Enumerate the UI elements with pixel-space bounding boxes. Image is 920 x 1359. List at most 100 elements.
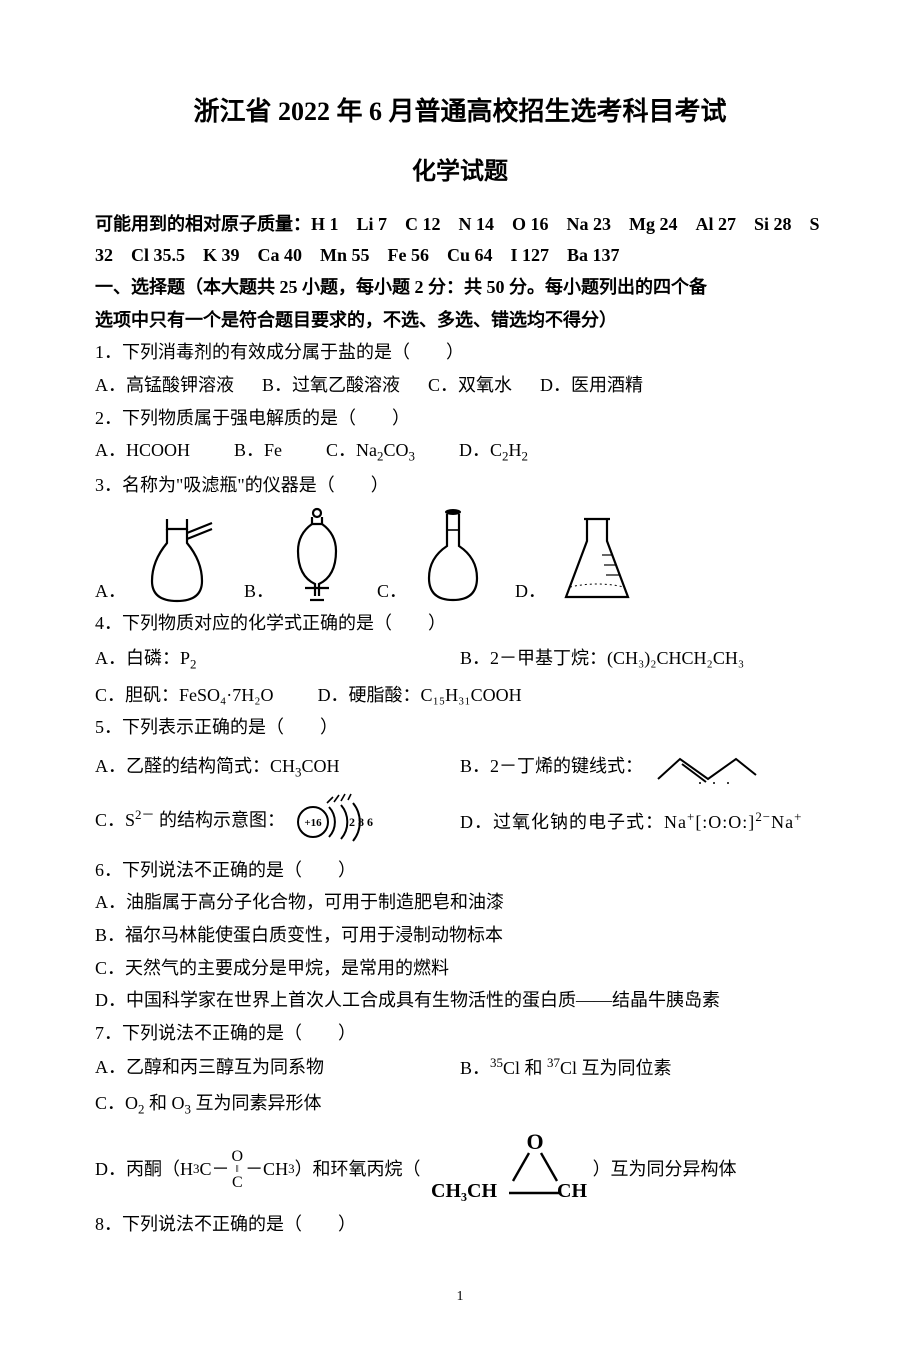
q1-opt-d: D．医用酒精	[540, 370, 643, 401]
q5-opt-a: A．乙醛的结构简式：CH3COH	[95, 751, 460, 784]
exam-title-main: 浙江省 2022 年 6 月普通高校招生选考科目考试	[95, 90, 825, 134]
q5-c-post: 的结构示意图：	[154, 810, 285, 830]
q2-opt-a: A．HCOOH	[95, 435, 190, 468]
q1-stem: 1．下列消毒剂的有效成分属于盐的是（ ）	[95, 337, 825, 368]
q5-a-post: COH	[302, 756, 340, 776]
filter-flask-icon	[132, 511, 222, 606]
acetone-o: O	[232, 1149, 244, 1164]
q2-d-mid: H	[509, 440, 522, 460]
po-right: CH₂	[557, 1180, 587, 1202]
q5-b-text: B．2－丁烯的键线式：	[460, 756, 643, 776]
q4-opt-b: B．2－甲基丁烷：(CH₃)₂CHCH₂CH₃	[460, 643, 825, 676]
q5-c-sup: 2－	[135, 807, 154, 822]
q5-row1: A．乙醛的结构简式：CH3COH B．2－丁烯的键线式：	[95, 747, 825, 789]
propylene-oxide-structure: O CH₃CH CH₂	[427, 1133, 587, 1207]
q5-opt-c: C．S2－ 的结构示意图： +16 2 8 6	[95, 793, 460, 851]
q7-b-sup2: 37	[547, 1055, 560, 1070]
q7-c-mid: 和 O	[145, 1093, 185, 1113]
q4-stem: 4．下列物质对应的化学式正确的是（ ）	[95, 608, 825, 639]
q7-c-pre: C．O	[95, 1093, 138, 1113]
exam-title-sub: 化学试题	[95, 152, 825, 193]
q7-c-post: 互为同素异形体	[191, 1093, 322, 1113]
q3-stem: 3．名称为"吸滤瓶"的仪器是（ ）	[95, 470, 825, 501]
q1-opt-a: A．高锰酸钾溶液	[95, 370, 234, 401]
q7-d-mid2: －CH	[245, 1154, 288, 1185]
q2-options: A．HCOOH B．Fe C．Na2CO3 D．C2H2	[95, 435, 825, 468]
q5-opt-b: B．2－丁烯的键线式：	[460, 747, 825, 789]
q2-d-sub2: 2	[522, 449, 528, 464]
q2-opt-c: C．Na2CO3	[326, 435, 415, 468]
q4-opt-a: A．白磷：P2	[95, 643, 460, 676]
po-o: O	[526, 1133, 543, 1154]
q3-b-label: B．	[244, 576, 274, 607]
q5-d-post: Na	[771, 812, 794, 832]
q4-row1: A．白磷：P2 B．2－甲基丁烷：(CH₃)₂CHCH₂CH₃	[95, 643, 825, 676]
q5-d-mid: [:O:O:]	[695, 812, 755, 832]
q5-d-pre: D．过氧化钠的电子式：Na	[460, 812, 687, 832]
q4-a-pre: A．白磷：P	[95, 648, 190, 668]
q1-options: A．高锰酸钾溶液 B．过氧乙酸溶液 C．双氧水 D．医用酒精	[95, 370, 825, 401]
q7-b-mid1: Cl 和	[503, 1058, 547, 1078]
q7-b-mid2: Cl 互为同位素	[560, 1058, 672, 1078]
q3-c-label: C．	[377, 576, 407, 607]
page-number: 1	[95, 1285, 825, 1309]
po-left: CH₃CH	[431, 1180, 497, 1202]
q2-c-mid: CO	[384, 440, 409, 460]
q7-opt-a: A．乙醇和丙三醇互为同系物	[95, 1052, 460, 1084]
q7-d-post: ）互为同分异构体	[593, 1154, 737, 1185]
q5-row2: C．S2－ 的结构示意图： +16 2 8 6 D．过氧化钠的电子式：Na+[:…	[95, 793, 825, 851]
section1-header-line2: 选项中只有一个是符合题目要求的，不选、多选、错选均不得分）	[95, 305, 825, 336]
q7-row1: A．乙醇和丙三醇互为同系物 B．35Cl 和 37Cl 互为同位素	[95, 1052, 825, 1084]
q1-opt-c: C．双氧水	[428, 370, 512, 401]
q7-b-sup1: 35	[490, 1055, 503, 1070]
q3-opt-b: B．	[244, 506, 355, 606]
q5-stem: 5．下列表示正确的是（ ）	[95, 712, 825, 743]
atom-shell-label: 2 8 6	[349, 815, 373, 829]
q6-opt-a: A．油脂属于高分子化合物，可用于制造肥皂和油漆	[95, 887, 825, 918]
atom-core-label: +16	[305, 817, 323, 829]
atomic-masses: 可能用到的相对原子质量：H 1 Li 7 C 12 N 14 O 16 Na 2…	[95, 209, 825, 270]
separating-funnel-icon	[280, 506, 355, 606]
q4-opt-c: C．胆矾：FeSO₄·7H₂O	[95, 680, 274, 711]
erlenmeyer-flask-icon	[552, 511, 642, 606]
q2-stem: 2．下列物质属于强电解质的是（ ）	[95, 403, 825, 434]
q3-d-label: D．	[515, 576, 546, 607]
q7-b-pre: B．	[460, 1058, 490, 1078]
q6-opt-d: D．中国科学家在世界上首次人工合成具有生物活性的蛋白质——结晶牛胰岛素	[95, 985, 825, 1016]
q3-opt-c: C．	[377, 506, 493, 606]
q2-d-pre: D．C	[459, 440, 502, 460]
q7-d-mid1: C－	[199, 1154, 229, 1185]
q3-a-label: A．	[95, 576, 126, 607]
q6-stem: 6．下列说法不正确的是（ ）	[95, 855, 825, 886]
q5-a-pre: A．乙醛的结构简式：CH	[95, 756, 295, 776]
atom-structure-icon: +16 2 8 6	[293, 793, 387, 851]
volumetric-flask-icon	[413, 506, 493, 606]
q7-opt-b: B．35Cl 和 37Cl 互为同位素	[460, 1052, 825, 1084]
q5-opt-d: D．过氧化钠的电子式：Na+[:O:O:]2−Na+	[460, 806, 825, 838]
q2-c-pre: C．Na	[326, 440, 377, 460]
butene-skeletal-icon	[652, 747, 762, 789]
acetone-c: C	[232, 1175, 243, 1190]
q3-options-row: A． B． C． D．	[95, 506, 825, 606]
q7-d-pre: D．丙酮（H	[95, 1154, 193, 1185]
q7-stem: 7．下列说法不正确的是（ ）	[95, 1018, 825, 1049]
q4-opt-d: D．硬脂酸：C₁₅H₃₁COOH	[318, 680, 522, 711]
q5-d-sup2: 2−	[755, 809, 771, 824]
q4-row2: C．胆矾：FeSO₄·7H₂O D．硬脂酸：C₁₅H₃₁COOH	[95, 680, 825, 711]
q6-opt-b: B．福尔马林能使蛋白质变性，可用于浸制动物标本	[95, 920, 825, 951]
q7-opt-d: D．丙酮（H3C－ O ‖ C －CH3）和环氧丙烷（ O CH₃CH CH₂ …	[95, 1133, 825, 1207]
section1-header-line1: 一、选择题（本大题共 25 小题，每小题 2 分：共 50 分。每小题列出的四个…	[95, 272, 825, 303]
q7-opt-c: C．O2 和 O3 互为同素异形体	[95, 1088, 825, 1121]
q3-opt-d: D．	[515, 511, 642, 606]
q3-opt-a: A．	[95, 511, 222, 606]
propylene-oxide-icon: O CH₃CH CH₂	[427, 1133, 587, 1203]
q8-stem: 8．下列说法不正确的是（ ）	[95, 1209, 825, 1240]
q6-opt-c: C．天然气的主要成分是甲烷，是常用的燃料	[95, 953, 825, 984]
q4-a-sub: 2	[190, 657, 196, 672]
q2-opt-d: D．C2H2	[459, 435, 528, 468]
q5-c-pre: C．S	[95, 810, 135, 830]
q7-d-mid3: ）和环氧丙烷（	[295, 1154, 421, 1185]
q1-opt-b: B．过氧乙酸溶液	[262, 370, 400, 401]
q2-c-sub2: 3	[409, 449, 415, 464]
acetone-carbonyl: O ‖ C	[232, 1149, 244, 1190]
